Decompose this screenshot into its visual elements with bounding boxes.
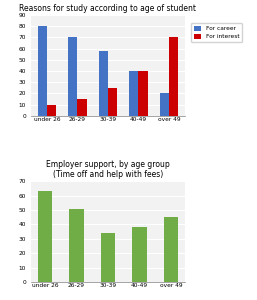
Bar xyxy=(38,26,47,116)
Title: Employer support, by age group
(Time off and help with fees): Employer support, by age group (Time off… xyxy=(46,160,170,179)
Bar xyxy=(77,99,87,116)
Bar xyxy=(69,208,84,282)
Bar xyxy=(139,71,148,116)
Bar xyxy=(38,191,52,282)
Bar xyxy=(164,217,178,282)
Bar xyxy=(99,51,108,116)
Bar xyxy=(101,233,115,282)
Bar xyxy=(68,38,77,116)
Bar xyxy=(129,71,139,116)
Bar xyxy=(108,88,117,116)
Bar xyxy=(47,105,56,116)
Bar xyxy=(160,93,169,116)
Bar xyxy=(169,38,178,116)
Title: Reasons for study according to age of student: Reasons for study according to age of st… xyxy=(20,4,196,13)
Bar xyxy=(132,227,146,282)
Legend: For career, For interest: For career, For interest xyxy=(191,23,242,42)
